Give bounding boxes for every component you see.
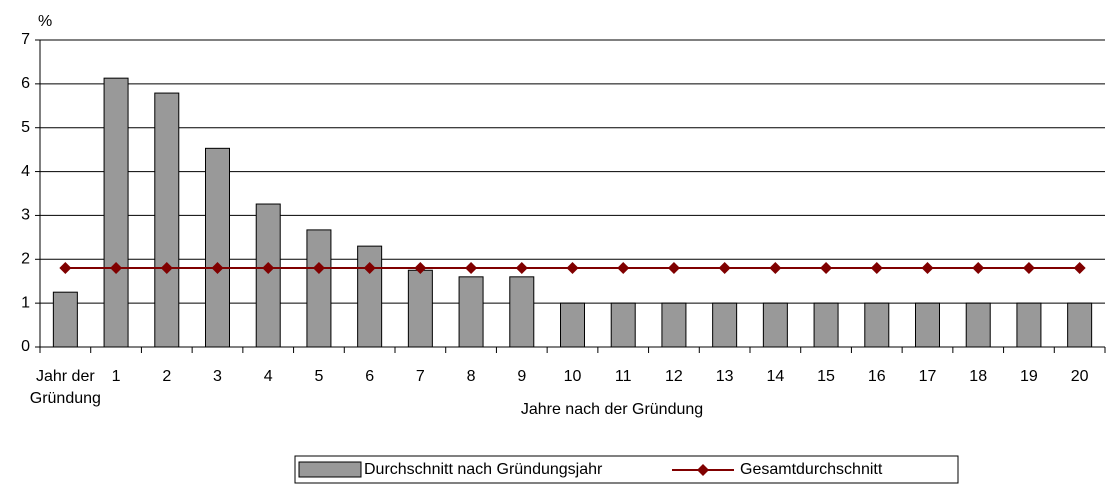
bar — [509, 276, 535, 348]
bar — [1067, 302, 1093, 348]
marker — [617, 262, 630, 275]
x-tick-label: 11 — [614, 368, 632, 385]
x-tick-label: 1 — [111, 368, 121, 385]
bar — [154, 92, 180, 348]
y-tick-label: 2 — [21, 251, 30, 268]
marker — [110, 262, 123, 275]
bar — [915, 302, 940, 348]
y-tick-label: 1 — [21, 294, 30, 311]
bar — [864, 302, 890, 348]
bar — [965, 302, 991, 348]
marker — [211, 262, 224, 275]
y-tick-label: 7 — [21, 31, 30, 48]
y-tick-label: 6 — [21, 75, 30, 92]
x-tick-label: 17 — [918, 368, 937, 385]
marker — [262, 262, 275, 275]
marker — [465, 262, 478, 275]
bar — [560, 302, 585, 348]
marker — [414, 262, 427, 275]
y-tick-label: 5 — [21, 119, 30, 136]
y-tick-label: 3 — [21, 207, 30, 224]
marker — [667, 262, 680, 275]
bar — [205, 147, 230, 348]
x-tick-label: 13 — [715, 368, 734, 385]
marker — [1022, 262, 1035, 275]
marker — [921, 262, 934, 275]
x-tick-label: 12 — [665, 368, 683, 385]
y-axis-label: % — [38, 13, 52, 30]
bar — [1016, 302, 1042, 348]
x-axis-label: Jahre nach der Gründung — [521, 401, 703, 418]
legend-label: Durchschnitt nach Gründungsjahr — [364, 461, 603, 478]
marker — [363, 262, 376, 275]
x-tick-label: 5 — [314, 368, 324, 385]
x-tick-label: 19 — [1020, 368, 1038, 385]
bar — [813, 302, 839, 348]
marker — [820, 262, 833, 275]
bar — [357, 245, 383, 348]
x-tick-label: 8 — [466, 368, 476, 385]
x-tick-label: 4 — [263, 368, 273, 385]
y-tick-label: 0 — [21, 338, 30, 355]
bar — [661, 302, 687, 348]
x-tick-label: 18 — [969, 368, 988, 385]
marker — [718, 262, 731, 275]
x-tick-label: 16 — [867, 368, 886, 385]
marker — [566, 262, 579, 275]
x-tick-label: 3 — [213, 368, 222, 385]
x-tick-label: 6 — [365, 368, 375, 385]
marker — [515, 262, 528, 275]
bar — [762, 302, 788, 348]
bar — [52, 291, 78, 348]
marker — [1073, 262, 1086, 275]
bar — [255, 203, 281, 348]
x-tick-label: 14 — [766, 368, 785, 385]
marker — [769, 262, 782, 275]
x-tick-label: 15 — [817, 368, 835, 385]
bar — [306, 229, 332, 348]
x-tick-label: 20 — [1070, 368, 1089, 385]
x-tick-label: 10 — [563, 368, 582, 385]
marker — [312, 262, 325, 275]
marker — [870, 262, 883, 275]
bar — [103, 77, 129, 348]
y-tick-label: 4 — [21, 163, 30, 180]
legend-swatch — [697, 464, 709, 476]
legend-box — [294, 455, 959, 484]
x-tick-label: Jahr der Gründung — [29, 368, 101, 407]
bar — [407, 269, 433, 348]
legend-swatch — [298, 461, 362, 478]
bar — [712, 302, 738, 348]
x-tick-label: 7 — [415, 368, 425, 385]
bar — [458, 276, 484, 348]
x-tick-label: 9 — [517, 368, 527, 385]
x-tick-label: 2 — [162, 368, 172, 385]
legend-label: Gesamtdurchschnitt — [740, 461, 883, 478]
marker — [59, 262, 72, 275]
marker — [160, 262, 173, 275]
marker — [972, 262, 985, 275]
bar — [610, 302, 636, 348]
